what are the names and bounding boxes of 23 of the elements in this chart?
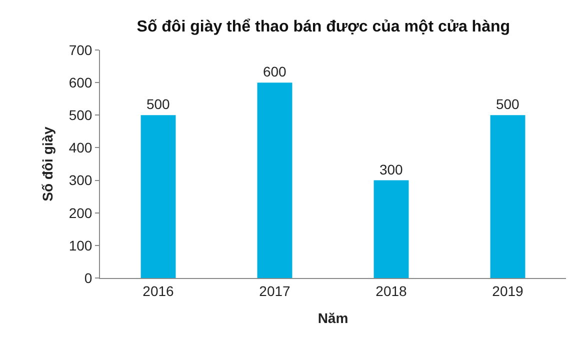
y-tick-label: 200 xyxy=(68,204,92,221)
data-label: 500 xyxy=(146,96,170,112)
y-tick-label: 500 xyxy=(68,107,92,124)
y-tick-label: 600 xyxy=(68,74,92,90)
y-tick-label: 100 xyxy=(68,237,92,254)
y-tick-label: 400 xyxy=(68,140,92,156)
bar xyxy=(257,82,292,278)
x-tick-label: 2017 xyxy=(259,282,291,299)
data-label: 500 xyxy=(496,96,520,112)
x-tick-label: 2016 xyxy=(142,282,174,299)
bar xyxy=(140,115,176,278)
chart-title: Số đôi giày thể thao bán được của một cửa hàng xyxy=(136,18,510,36)
y-tick-label: 0 xyxy=(84,270,92,286)
data-label: 300 xyxy=(379,161,404,178)
y-axis-title: Số đôi giày xyxy=(39,126,56,202)
y-tick-label: 700 xyxy=(68,42,92,58)
bar xyxy=(490,115,526,278)
x-tick-label: 2019 xyxy=(492,282,524,299)
x-axis-title: Năm xyxy=(318,310,348,326)
y-tick-label: 300 xyxy=(68,172,92,188)
data-label: 600 xyxy=(262,64,287,80)
bar xyxy=(374,180,409,278)
x-tick-label: 2018 xyxy=(376,282,408,299)
